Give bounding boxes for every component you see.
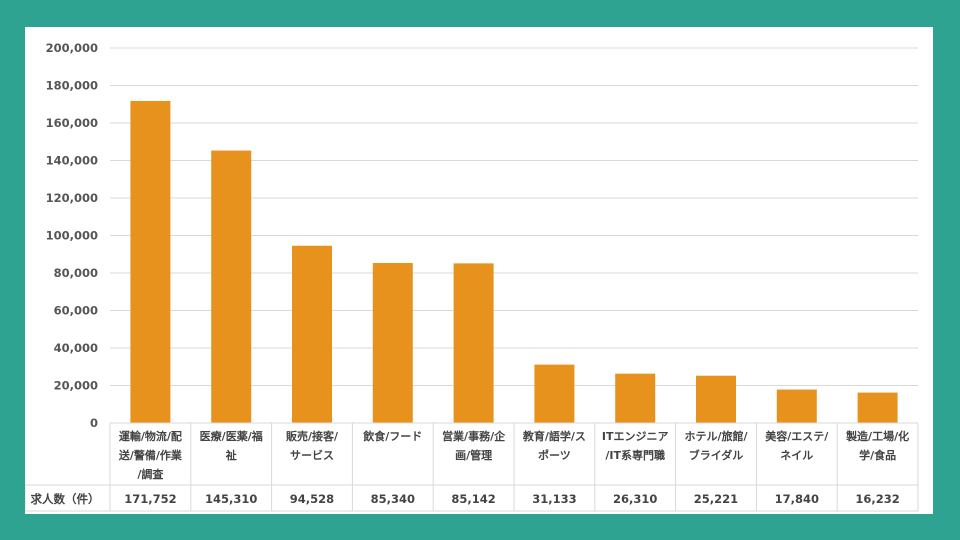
category-label: サービス	[290, 448, 334, 462]
table-value: 16,232	[855, 492, 899, 506]
category-label: 学/食品	[859, 448, 896, 462]
table-value: 25,221	[694, 492, 738, 506]
table-value: 26,310	[613, 492, 657, 506]
bar	[857, 392, 898, 423]
bar	[453, 263, 494, 423]
y-tick-label: 0	[90, 416, 98, 430]
category-label: 営業/事務/企	[442, 429, 506, 443]
category-label: ポーツ	[538, 448, 571, 462]
bar	[534, 364, 575, 423]
y-tick-label: 60,000	[54, 304, 98, 318]
y-tick-label: 40,000	[54, 341, 98, 355]
category-label: 送/警備/作業	[118, 448, 183, 462]
table-value: 94,528	[290, 492, 334, 506]
category-label: 画/管理	[455, 448, 492, 462]
y-tick-label: 20,000	[54, 379, 98, 393]
y-tick-label: 80,000	[54, 266, 98, 280]
category-label: ブライダル	[689, 448, 744, 462]
y-tick-label: 160,000	[46, 116, 98, 130]
bar	[696, 375, 736, 423]
y-tick-label: 140,000	[46, 154, 98, 168]
bar	[615, 373, 656, 423]
y-tick-label: 200,000	[46, 41, 98, 55]
category-label: ITエンジニア	[602, 430, 669, 443]
bar	[372, 262, 413, 423]
bar	[211, 150, 252, 423]
y-tick-label: 180,000	[46, 79, 98, 93]
table-value: 31,133	[532, 492, 576, 506]
table-value: 145,310	[205, 492, 257, 506]
category-label: 販売/接客/	[286, 429, 339, 443]
table-value: 85,142	[451, 492, 495, 506]
table-value: 171,752	[124, 492, 176, 506]
bar	[292, 245, 332, 423]
table-value: 17,840	[775, 492, 819, 506]
category-label: 製造/工場/化	[845, 429, 909, 443]
category-label: 飲食/フード	[362, 429, 422, 443]
category-label: 医療/医薬/福	[200, 429, 263, 443]
bar	[130, 100, 171, 423]
chart-panel: 0 20,000 40,000 60,000 80,000 100,000 120,000 1…	[25, 27, 933, 514]
bar	[776, 389, 817, 423]
table-row-label: 求人数（件）	[31, 492, 100, 506]
bar-chart: 0 20,000 40,000 60,000 80,000 100,000 120,000 1…	[25, 41, 919, 512]
category-label: 祉	[225, 448, 237, 462]
y-tick-label: 100,000	[46, 229, 98, 243]
table-value: 85,340	[371, 492, 415, 506]
category-label: ホテル/旅館/	[684, 429, 748, 443]
category-label: 運輸/物流/配	[119, 429, 182, 443]
category-label: /調査	[137, 467, 163, 481]
category-label: /IT系専門職	[605, 448, 665, 462]
y-tick-label: 120,000	[46, 191, 98, 205]
category-label: ネイル	[780, 449, 813, 462]
category-label: 教育/語学/ス	[522, 429, 586, 443]
category-label: 美容/エステ/	[765, 429, 829, 443]
